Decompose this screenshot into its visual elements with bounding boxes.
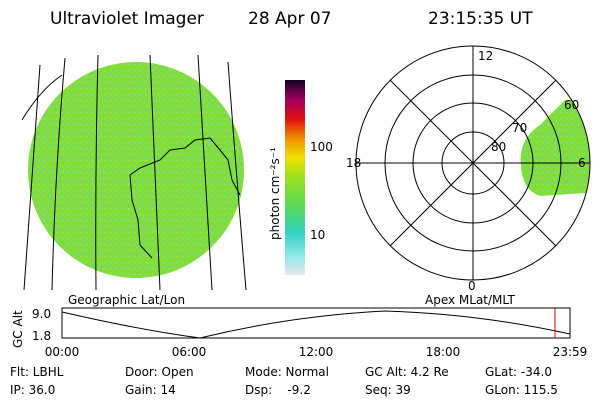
footer-field: Mode: Normal bbox=[245, 365, 329, 379]
x-tick-label: 06:00 bbox=[172, 345, 207, 359]
polar-label: 70 bbox=[512, 121, 527, 135]
time: 23:15:35 UT bbox=[428, 9, 533, 29]
polar-caption: Apex MLat/MLT bbox=[425, 293, 515, 307]
polar-label: 0 bbox=[468, 279, 476, 293]
polar-plot bbox=[355, 45, 591, 281]
polar-label: 80 bbox=[491, 140, 506, 154]
x-tick-label: 12:00 bbox=[299, 345, 334, 359]
footer-field: IP: 36.0 bbox=[10, 383, 55, 397]
polar-label: 60 bbox=[564, 98, 579, 112]
polar-label: 18 bbox=[346, 156, 361, 170]
x-tick-label: 00:00 bbox=[45, 345, 80, 359]
x-tick-label: 23:59 bbox=[553, 345, 588, 359]
polar-label: 6 bbox=[578, 156, 586, 170]
x-tick-label: 18:00 bbox=[426, 345, 461, 359]
y-tick-label: 1.8 bbox=[32, 329, 51, 343]
footer-field: GLon: 115.5 bbox=[485, 383, 558, 397]
footer-field: GC Alt: 4.2 Re bbox=[365, 365, 449, 379]
date: 28 Apr 07 bbox=[248, 9, 331, 29]
colorbar-tick: 10 bbox=[310, 228, 325, 242]
polar-label: 12 bbox=[478, 49, 493, 63]
footer-field: Flt: LBHL bbox=[10, 365, 64, 379]
y-tick-label: 9.0 bbox=[32, 307, 51, 321]
footer-field: GLat: -34.0 bbox=[485, 365, 552, 379]
title: Ultraviolet Imager bbox=[50, 9, 204, 29]
colorbar-label: photon cm⁻²s⁻¹ bbox=[268, 147, 282, 240]
map-caption: Geographic Lat/Lon bbox=[68, 293, 185, 307]
altitude-ylabel: GC Alt bbox=[11, 310, 25, 348]
altitude-plot bbox=[61, 307, 571, 339]
colorbar bbox=[285, 80, 305, 275]
colorbar-tick: 100 bbox=[310, 140, 333, 154]
footer-field: Door: Open bbox=[125, 365, 194, 379]
footer-field: Gain: 14 bbox=[125, 383, 176, 397]
footer-field: Seq: 39 bbox=[365, 383, 411, 397]
uv-image bbox=[22, 54, 247, 290]
footer-field: Dsp: -9.2 bbox=[245, 383, 311, 397]
